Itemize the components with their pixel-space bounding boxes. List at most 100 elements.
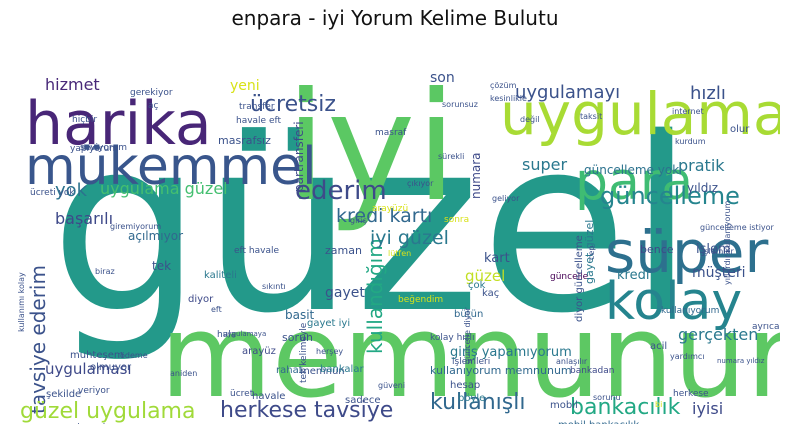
word-87: çözüm bbox=[490, 81, 517, 90]
word-4: uygulama bbox=[500, 80, 780, 148]
word-117: aniden bbox=[170, 369, 197, 378]
word-65: arayüz bbox=[242, 346, 276, 357]
word-8: kolay bbox=[605, 272, 742, 332]
word-61: bankadan bbox=[570, 366, 614, 376]
chart-title: enpara - iyi Yorum Kelime Bulutu bbox=[231, 6, 559, 30]
word-110: eft bbox=[211, 305, 222, 314]
word-36: gayet bbox=[325, 285, 365, 301]
word-116: ödeme bbox=[120, 351, 148, 360]
word-45: kredi bbox=[617, 268, 649, 283]
word-129: sorunu bbox=[593, 393, 621, 402]
word-6: para bbox=[575, 152, 693, 212]
word-127: arayüzü bbox=[372, 204, 408, 214]
word-5: mükemmel bbox=[25, 137, 317, 197]
word-64: muhteşem bbox=[70, 350, 124, 361]
word-96: ücreti yok bbox=[30, 188, 75, 198]
word-15: kredi kartı bbox=[336, 205, 432, 227]
word-69: hesap bbox=[450, 380, 480, 391]
word-76: veriyor bbox=[78, 386, 110, 396]
word-128: bi bbox=[655, 400, 662, 409]
word-60: işlemleri bbox=[452, 357, 490, 367]
word-92: internet bbox=[672, 107, 704, 116]
word-101: sonra bbox=[444, 215, 469, 225]
word-126: havale bbox=[252, 391, 285, 402]
word-28: başarılı bbox=[55, 209, 113, 228]
word-32: giriş yapamıyorum bbox=[450, 345, 572, 360]
word-40: partransferi bbox=[292, 121, 306, 192]
word-89: sorunsuz bbox=[442, 100, 478, 109]
word-1: iyi bbox=[285, 61, 457, 235]
word-59: kolay hızlı bbox=[430, 333, 475, 343]
word-30: gerçekten bbox=[678, 325, 758, 344]
word-100: geliyor bbox=[492, 194, 520, 203]
word-25: pratik bbox=[678, 156, 725, 175]
word-104: yıllardır kullanıyorum bbox=[723, 200, 732, 285]
word-78: olmuyor bbox=[90, 362, 132, 373]
word-120: uygulamaya bbox=[223, 330, 266, 338]
word-130: kurdum bbox=[675, 137, 706, 146]
word-9: güncelleme bbox=[600, 182, 740, 210]
word-cloud-area: güzeliyimemnunumharikauygulamamükemmelpa… bbox=[10, 34, 780, 424]
word-14: ücretsiz bbox=[250, 92, 336, 117]
word-49: sorun bbox=[282, 331, 313, 344]
word-54: çok bbox=[468, 280, 486, 291]
word-86: eft havale bbox=[234, 246, 279, 256]
word-77: kaliteli bbox=[204, 270, 237, 281]
word-34: iyisi bbox=[692, 399, 723, 418]
word-55: kaç bbox=[482, 288, 499, 299]
word-62: kullanıyorum bbox=[661, 306, 719, 316]
word-38: yeni bbox=[230, 78, 260, 94]
word-98: çıkıyor bbox=[407, 179, 434, 188]
word-93: olur bbox=[730, 124, 750, 135]
word-113: ücret bbox=[230, 389, 254, 399]
word-105: giriş bbox=[350, 216, 367, 225]
word-72: sadece bbox=[345, 395, 381, 406]
word-39: son bbox=[430, 70, 455, 86]
word-68: rahat bbox=[276, 365, 303, 376]
word-90: değil bbox=[520, 115, 540, 124]
word-81: gerekiyor bbox=[130, 88, 173, 98]
word-124: güncelle diyor bbox=[463, 307, 472, 364]
word-37: kart bbox=[484, 251, 510, 266]
word-85: masraf bbox=[375, 128, 407, 138]
word-112: herşey bbox=[316, 347, 343, 356]
word-12: tavsiye ederim bbox=[26, 265, 50, 414]
word-94: hiçbir bbox=[72, 115, 97, 125]
word-102: güncelleme istiyor bbox=[700, 223, 775, 232]
word-84: havale eft bbox=[236, 116, 282, 126]
word-42: masrafsız bbox=[218, 134, 271, 147]
word-111: hala bbox=[217, 330, 236, 340]
word-125: tek kelimeyle bbox=[299, 322, 309, 383]
word-10: ederim bbox=[295, 176, 387, 206]
word-71: mobil bbox=[550, 400, 578, 411]
word-123: anlaşılır bbox=[556, 357, 588, 366]
word-26: güncelleme yok bbox=[584, 163, 679, 177]
word-97: sürekli bbox=[438, 152, 464, 161]
word-0: güzel bbox=[50, 86, 695, 366]
word-24: super bbox=[522, 155, 567, 174]
word-22: uygulamayı bbox=[515, 82, 620, 103]
word-50: gayet iyi bbox=[307, 318, 350, 329]
word-31: müşteri bbox=[692, 265, 746, 281]
word-27: uygulama güzel bbox=[100, 179, 228, 198]
word-88: kesinlikle bbox=[490, 94, 527, 103]
word-47: güzel bbox=[465, 267, 505, 285]
word-44: tek bbox=[152, 259, 171, 273]
word-75: şekilde bbox=[46, 389, 81, 400]
word-19: kullanışlı bbox=[430, 390, 525, 415]
word-23: hızlı bbox=[690, 83, 726, 104]
word-119: kullanımı kolay bbox=[17, 272, 26, 332]
word-18: herkese tavsiye bbox=[220, 398, 393, 423]
word-7: süper bbox=[605, 218, 768, 286]
word-132: cep bbox=[587, 246, 596, 260]
word-35: uygulaması bbox=[45, 360, 132, 378]
word-33: kullanıyorum memnunum bbox=[430, 364, 572, 377]
word-70: böyle bbox=[458, 393, 485, 404]
word-66: memnun bbox=[300, 366, 345, 377]
word-95: yapıyorum bbox=[70, 144, 118, 154]
word-118: biraz bbox=[95, 267, 115, 276]
word-53: bütün bbox=[454, 309, 483, 320]
word-99: lütfen bbox=[388, 249, 411, 258]
word-82: aç bbox=[148, 101, 159, 111]
word-46: bence bbox=[640, 243, 674, 256]
